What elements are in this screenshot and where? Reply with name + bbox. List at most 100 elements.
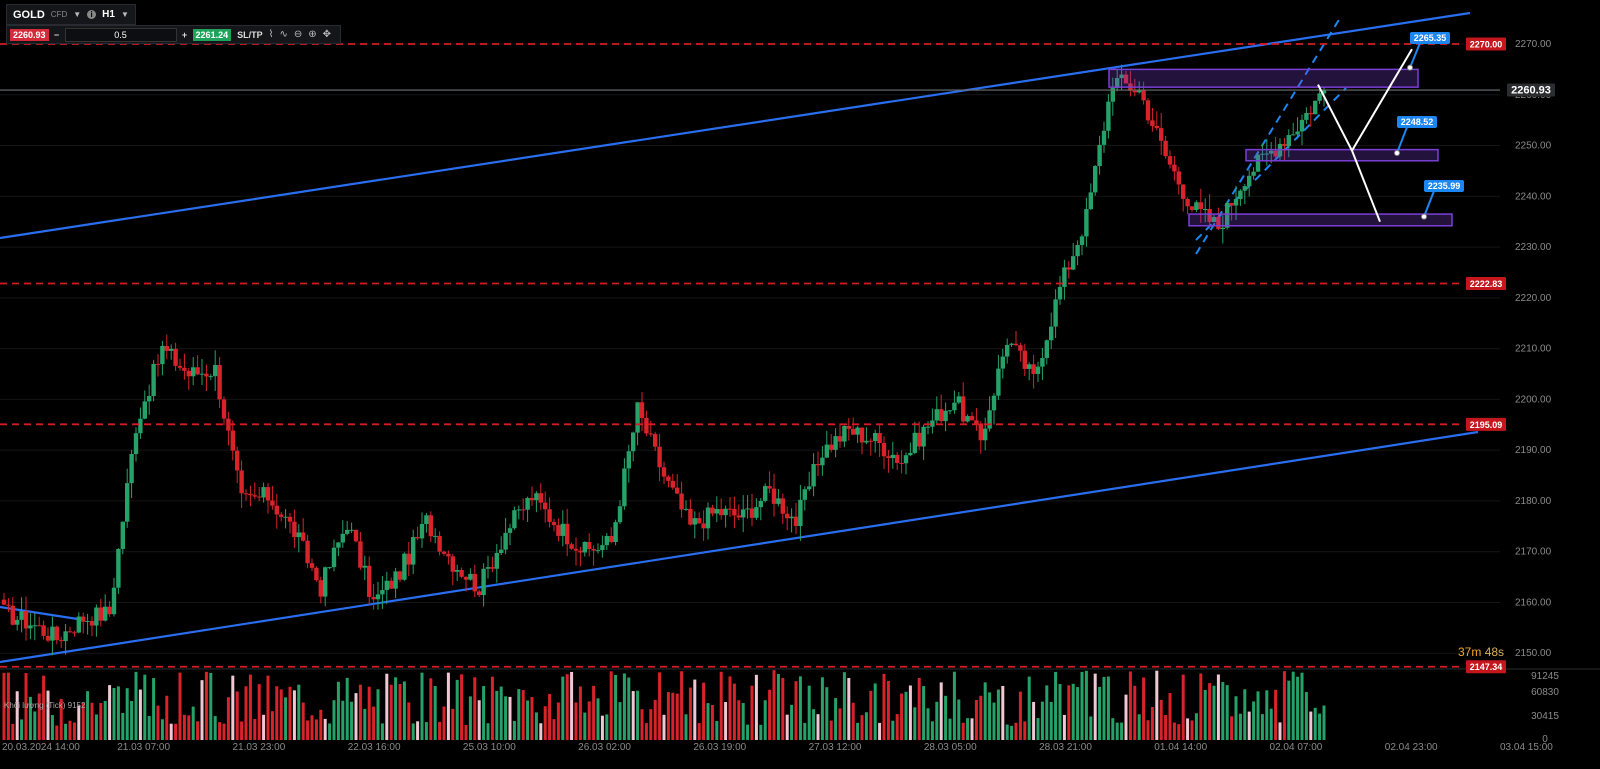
indicators-icon[interactable]: ∿ <box>279 29 294 40</box>
candle-body <box>459 570 464 577</box>
candle-body <box>864 440 869 443</box>
volume-bar <box>1137 714 1141 740</box>
volume-bar <box>948 718 952 740</box>
chart-type-icon[interactable]: ⌇ <box>268 29 280 40</box>
volume-bar <box>248 674 252 740</box>
target-pointer <box>1423 190 1435 218</box>
volume-bar <box>134 671 138 740</box>
chart-tools[interactable]: ⌇∿⊖⊕✥ <box>269 29 337 40</box>
zoom-out-icon[interactable]: ⊖ <box>293 29 309 40</box>
volume-bar <box>957 699 961 740</box>
volume-bar <box>631 691 635 740</box>
candle-body <box>736 515 741 518</box>
candle-body <box>908 452 913 456</box>
volume-bar <box>1014 722 1018 740</box>
volume-bar <box>847 678 851 740</box>
candle-body <box>1062 267 1067 287</box>
candle-body <box>771 488 777 504</box>
candle-body <box>371 596 376 600</box>
candle-body <box>943 410 948 422</box>
volume-bar <box>526 700 530 740</box>
candle-body <box>565 523 570 545</box>
candle-body <box>815 463 821 466</box>
volume-bar <box>1062 714 1066 740</box>
candle-body <box>917 432 922 447</box>
volume-bar <box>988 692 992 740</box>
candle-body <box>6 604 11 606</box>
candle-body <box>820 457 825 466</box>
volume-bar <box>592 685 596 740</box>
volume-bar <box>147 715 151 740</box>
volume-bar <box>1089 716 1093 740</box>
candle-body <box>1167 156 1173 165</box>
candle-body <box>287 516 293 522</box>
chevron-down-icon[interactable]: ▼ <box>120 10 129 19</box>
sell-button[interactable]: 2260.93 <box>10 28 49 41</box>
candle-body <box>336 542 341 548</box>
symbol-name[interactable]: GOLD <box>13 8 45 21</box>
zoom-in-icon[interactable]: ⊕ <box>308 29 323 40</box>
target-anchor <box>1421 213 1427 220</box>
volume-bar <box>653 700 657 740</box>
volume-bar <box>574 702 578 740</box>
candle-body <box>419 523 425 539</box>
volume-bar <box>838 708 842 740</box>
candle-body <box>428 515 433 537</box>
volume-bar <box>499 686 503 740</box>
sltp-button[interactable]: SL/TP <box>237 29 263 40</box>
volume-bar <box>319 709 323 740</box>
volume-bar <box>477 700 481 740</box>
decrease-quantity-button[interactable]: − <box>53 29 60 40</box>
candle-body <box>587 541 592 549</box>
volume-bar <box>196 721 200 740</box>
volume-bar <box>394 677 398 740</box>
volume-bar <box>917 677 921 740</box>
candle-body <box>714 509 719 514</box>
candle-body <box>393 571 398 589</box>
volume-bar <box>1027 676 1031 740</box>
buy-button[interactable]: 2261.24 <box>192 28 232 41</box>
volume-bar <box>416 721 420 740</box>
volume-bar <box>59 698 63 740</box>
level-price-tag <box>1466 417 1506 431</box>
volume-bar <box>1234 696 1238 740</box>
volume-bar <box>174 723 178 740</box>
volume-bar <box>790 704 794 740</box>
candle-body <box>375 594 381 600</box>
volume-bar <box>367 686 371 740</box>
info-icon[interactable]: i <box>87 10 97 19</box>
candle-body <box>367 565 372 597</box>
candle-body <box>45 635 51 641</box>
candle-body <box>1044 340 1049 359</box>
volume-bar <box>1172 722 1176 740</box>
volume-bar <box>750 685 754 740</box>
candle-body <box>996 368 1001 396</box>
timeframe-selector[interactable]: H1 <box>102 9 115 20</box>
volume-bar <box>385 673 389 740</box>
volume-bar <box>209 672 213 740</box>
volume-bar <box>112 688 116 740</box>
volume-bar <box>1120 722 1124 740</box>
volume-bar <box>605 714 609 740</box>
candle-body <box>81 616 86 622</box>
candle-body <box>965 416 970 422</box>
increase-quantity-button[interactable]: + <box>181 29 188 40</box>
volume-bar <box>1054 671 1058 740</box>
candle-body <box>32 625 37 627</box>
crosshair-icon[interactable]: ✥ <box>322 29 338 40</box>
candle-body <box>1176 171 1181 185</box>
volume-bar <box>1221 682 1225 740</box>
candle-body <box>402 553 407 580</box>
volume-bar <box>363 708 367 740</box>
volume-bar <box>684 714 688 740</box>
quantity-input[interactable]: 0.5 <box>64 27 177 42</box>
volume-bar <box>781 677 785 740</box>
volume-bar <box>512 720 516 740</box>
chevron-down-icon[interactable]: ▼ <box>73 10 82 19</box>
volume-bar <box>398 684 402 740</box>
candle-body <box>837 436 843 442</box>
volume-bar <box>693 679 697 740</box>
volume-bar <box>578 686 582 740</box>
candle-body <box>613 522 618 542</box>
